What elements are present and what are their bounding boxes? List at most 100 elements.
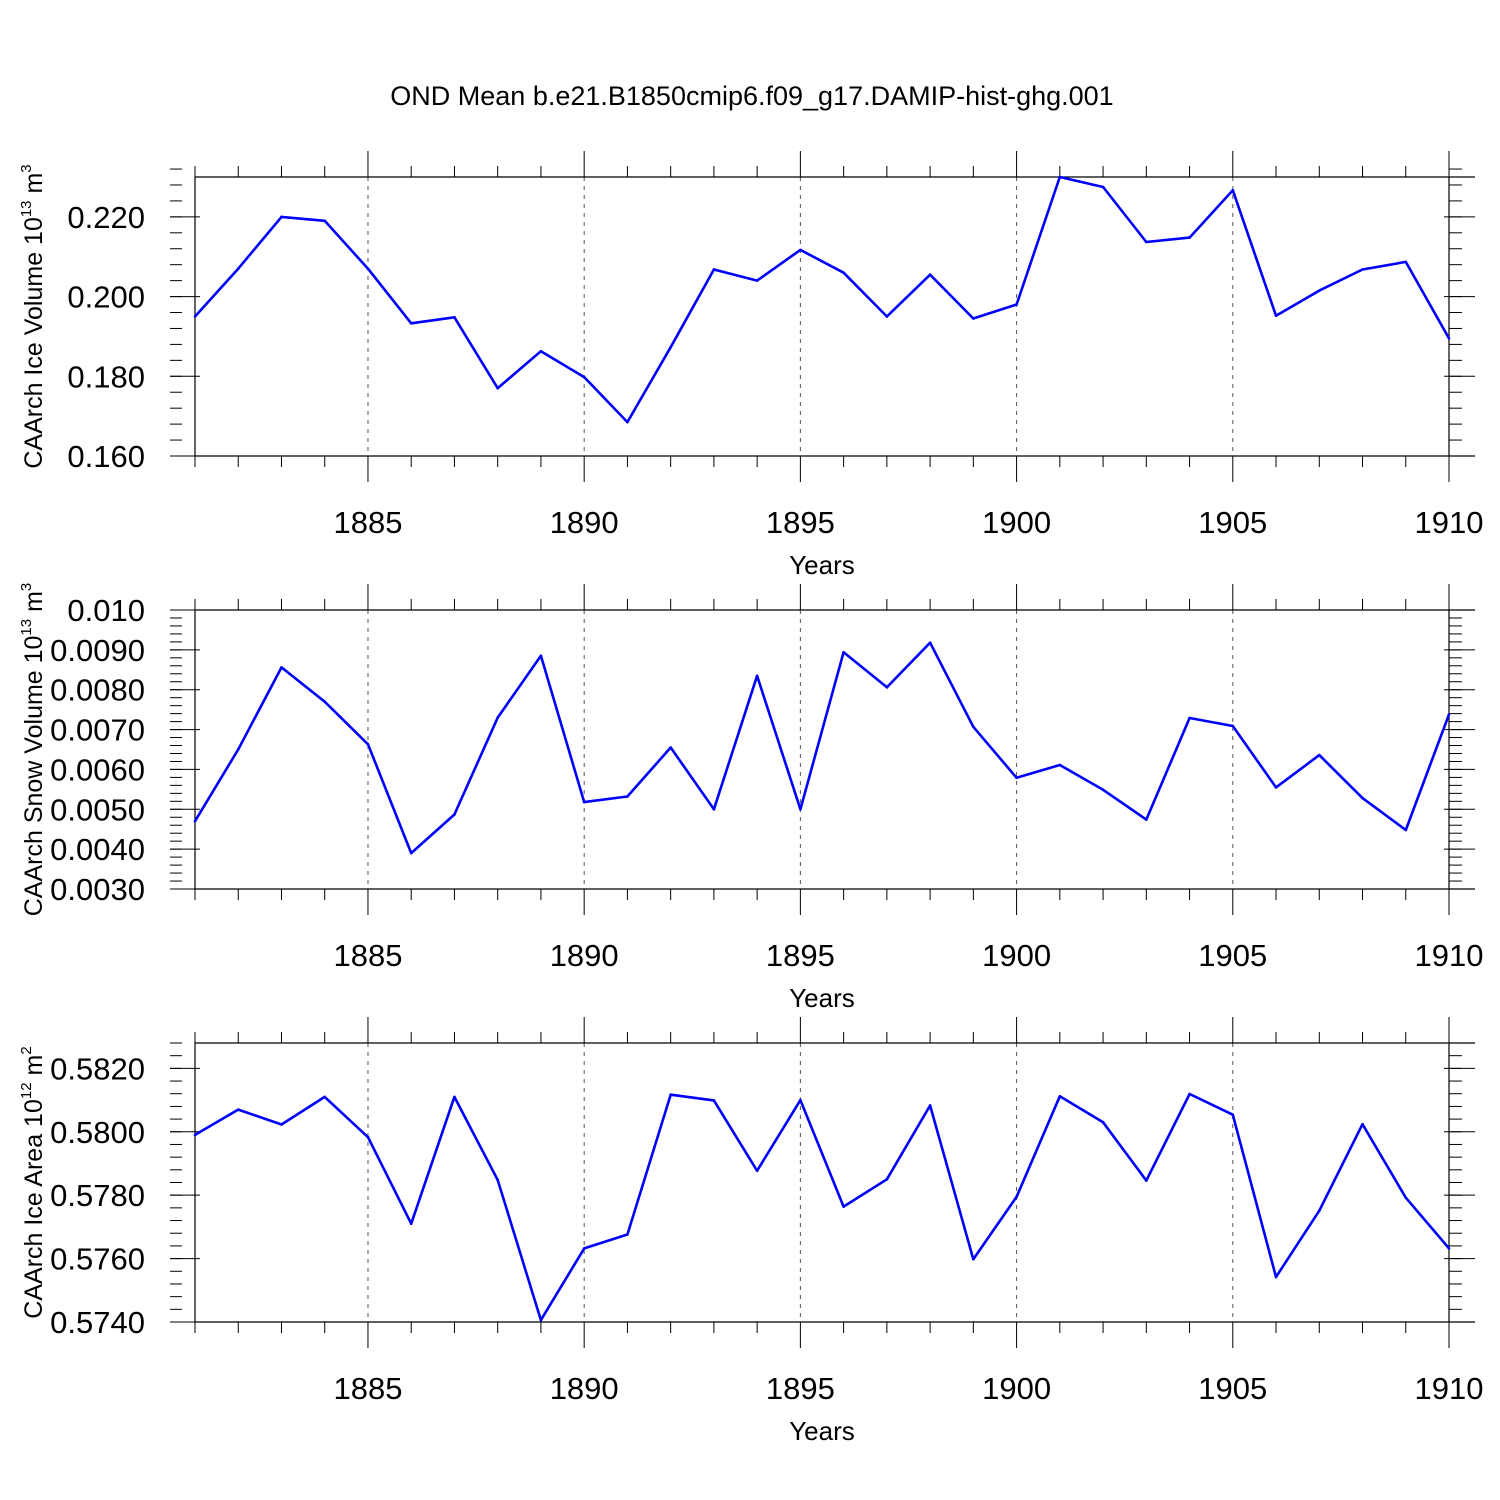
data-point — [1361, 1122, 1364, 1126]
data-point — [1145, 1179, 1148, 1182]
x-tick-label: 1885 — [333, 938, 402, 973]
y-tick-label: 0.220 — [67, 200, 145, 235]
data-point — [280, 1123, 283, 1126]
y-axis-label: CAArch Ice Area 1012 m2 — [18, 1046, 48, 1318]
y-tick-label: 0.0030 — [50, 872, 145, 907]
data-point — [1058, 763, 1062, 767]
data-point — [842, 271, 845, 274]
data-point — [1274, 314, 1278, 318]
data-point — [842, 1205, 845, 1208]
x-tick-label: 1900 — [982, 938, 1051, 973]
data-point — [323, 219, 327, 223]
panel-1: 0.160 0.180 0.200 0.220 1885 1890 1895 1900 1905… — [18, 151, 1483, 580]
data-point — [1188, 236, 1191, 239]
y-tick-label: 0.160 — [67, 439, 145, 474]
data-point — [1447, 337, 1451, 340]
data-point — [1231, 188, 1235, 192]
data-point — [409, 321, 413, 325]
data-point — [928, 1104, 932, 1107]
x-axis-label: Years — [789, 1416, 855, 1446]
data-point — [366, 743, 370, 746]
data-point — [799, 807, 802, 811]
data-point — [799, 248, 802, 252]
x-tick-label: 1905 — [1198, 505, 1267, 540]
data-point — [1274, 786, 1278, 789]
data-point — [1361, 268, 1364, 271]
data-point — [1101, 788, 1105, 792]
data-point — [323, 1095, 327, 1099]
data-point — [669, 1093, 672, 1096]
x-axis-label: Years — [789, 983, 855, 1013]
x-tick-label: 1910 — [1415, 1371, 1484, 1406]
data-point — [1317, 289, 1321, 292]
data-point — [1101, 1120, 1105, 1124]
data-point — [236, 748, 240, 751]
data-point — [1447, 1247, 1451, 1250]
data-point — [409, 851, 413, 855]
data-point — [453, 813, 456, 816]
x-tick-label: 1895 — [766, 938, 835, 973]
data-point — [755, 1169, 759, 1173]
data-point — [1058, 1094, 1062, 1098]
data-point — [236, 267, 240, 270]
data-point — [193, 315, 197, 318]
data-point — [1404, 260, 1408, 264]
data-point — [626, 795, 629, 798]
data-point — [1188, 716, 1191, 720]
data-point — [539, 1318, 543, 1322]
data-point — [712, 1099, 716, 1102]
y-axis-label: CAArch Ice Volume 1013 m3 — [18, 164, 48, 468]
y-tick-label: 0.0080 — [50, 673, 145, 708]
x-tick-label: 1890 — [550, 505, 619, 540]
data-point — [712, 807, 716, 811]
data-point — [1361, 796, 1364, 800]
data-point — [755, 674, 759, 678]
data-point — [885, 315, 889, 318]
data-point — [1015, 303, 1018, 306]
x-tick-label: 1890 — [550, 1371, 619, 1406]
data-point — [496, 716, 499, 719]
data-point — [755, 279, 759, 282]
data-point — [539, 349, 543, 353]
data-point — [885, 686, 889, 689]
data-point — [972, 317, 975, 320]
data-point — [1404, 1196, 1408, 1200]
data-point — [323, 700, 327, 703]
x-tick-label: 1900 — [982, 505, 1051, 540]
series-line — [193, 641, 1451, 855]
data-point — [1188, 1092, 1191, 1096]
x-tick-label: 1905 — [1198, 938, 1267, 973]
y-tick-label: 0.010 — [67, 593, 145, 628]
panel-3: 0.5740 0.5760 0.5780 0.5800 0.5820 1885 1890 18… — [18, 1017, 1483, 1446]
series-line — [194, 1092, 1450, 1322]
x-axis-label: Years — [789, 550, 855, 580]
data-point — [928, 273, 932, 276]
data-point — [193, 1133, 197, 1137]
data-point — [1274, 1275, 1278, 1279]
x-tick-label: 1885 — [333, 505, 402, 540]
x-tick-label: 1900 — [982, 1371, 1051, 1406]
data-point — [1101, 185, 1105, 189]
y-tick-label: 0.5820 — [50, 1051, 145, 1086]
y-tick-label: 0.0050 — [50, 792, 145, 827]
data-point — [712, 268, 716, 271]
data-point — [1145, 240, 1148, 244]
data-point — [669, 345, 672, 349]
y-tick-label: 0.180 — [67, 359, 145, 394]
data-point — [885, 1178, 889, 1181]
data-point — [280, 215, 283, 219]
x-tick-label: 1910 — [1415, 505, 1484, 540]
data-point — [582, 375, 586, 379]
data-point — [453, 1095, 456, 1099]
data-point — [626, 420, 629, 424]
x-tick-label: 1910 — [1415, 938, 1484, 973]
data-point — [1447, 713, 1451, 716]
data-point — [1404, 828, 1408, 832]
data-point — [972, 725, 975, 729]
data-point — [1231, 1113, 1235, 1116]
y-tick-label: 0.5800 — [50, 1115, 145, 1150]
data-point — [453, 315, 456, 319]
data-point — [366, 267, 370, 270]
data-point — [1317, 753, 1321, 757]
